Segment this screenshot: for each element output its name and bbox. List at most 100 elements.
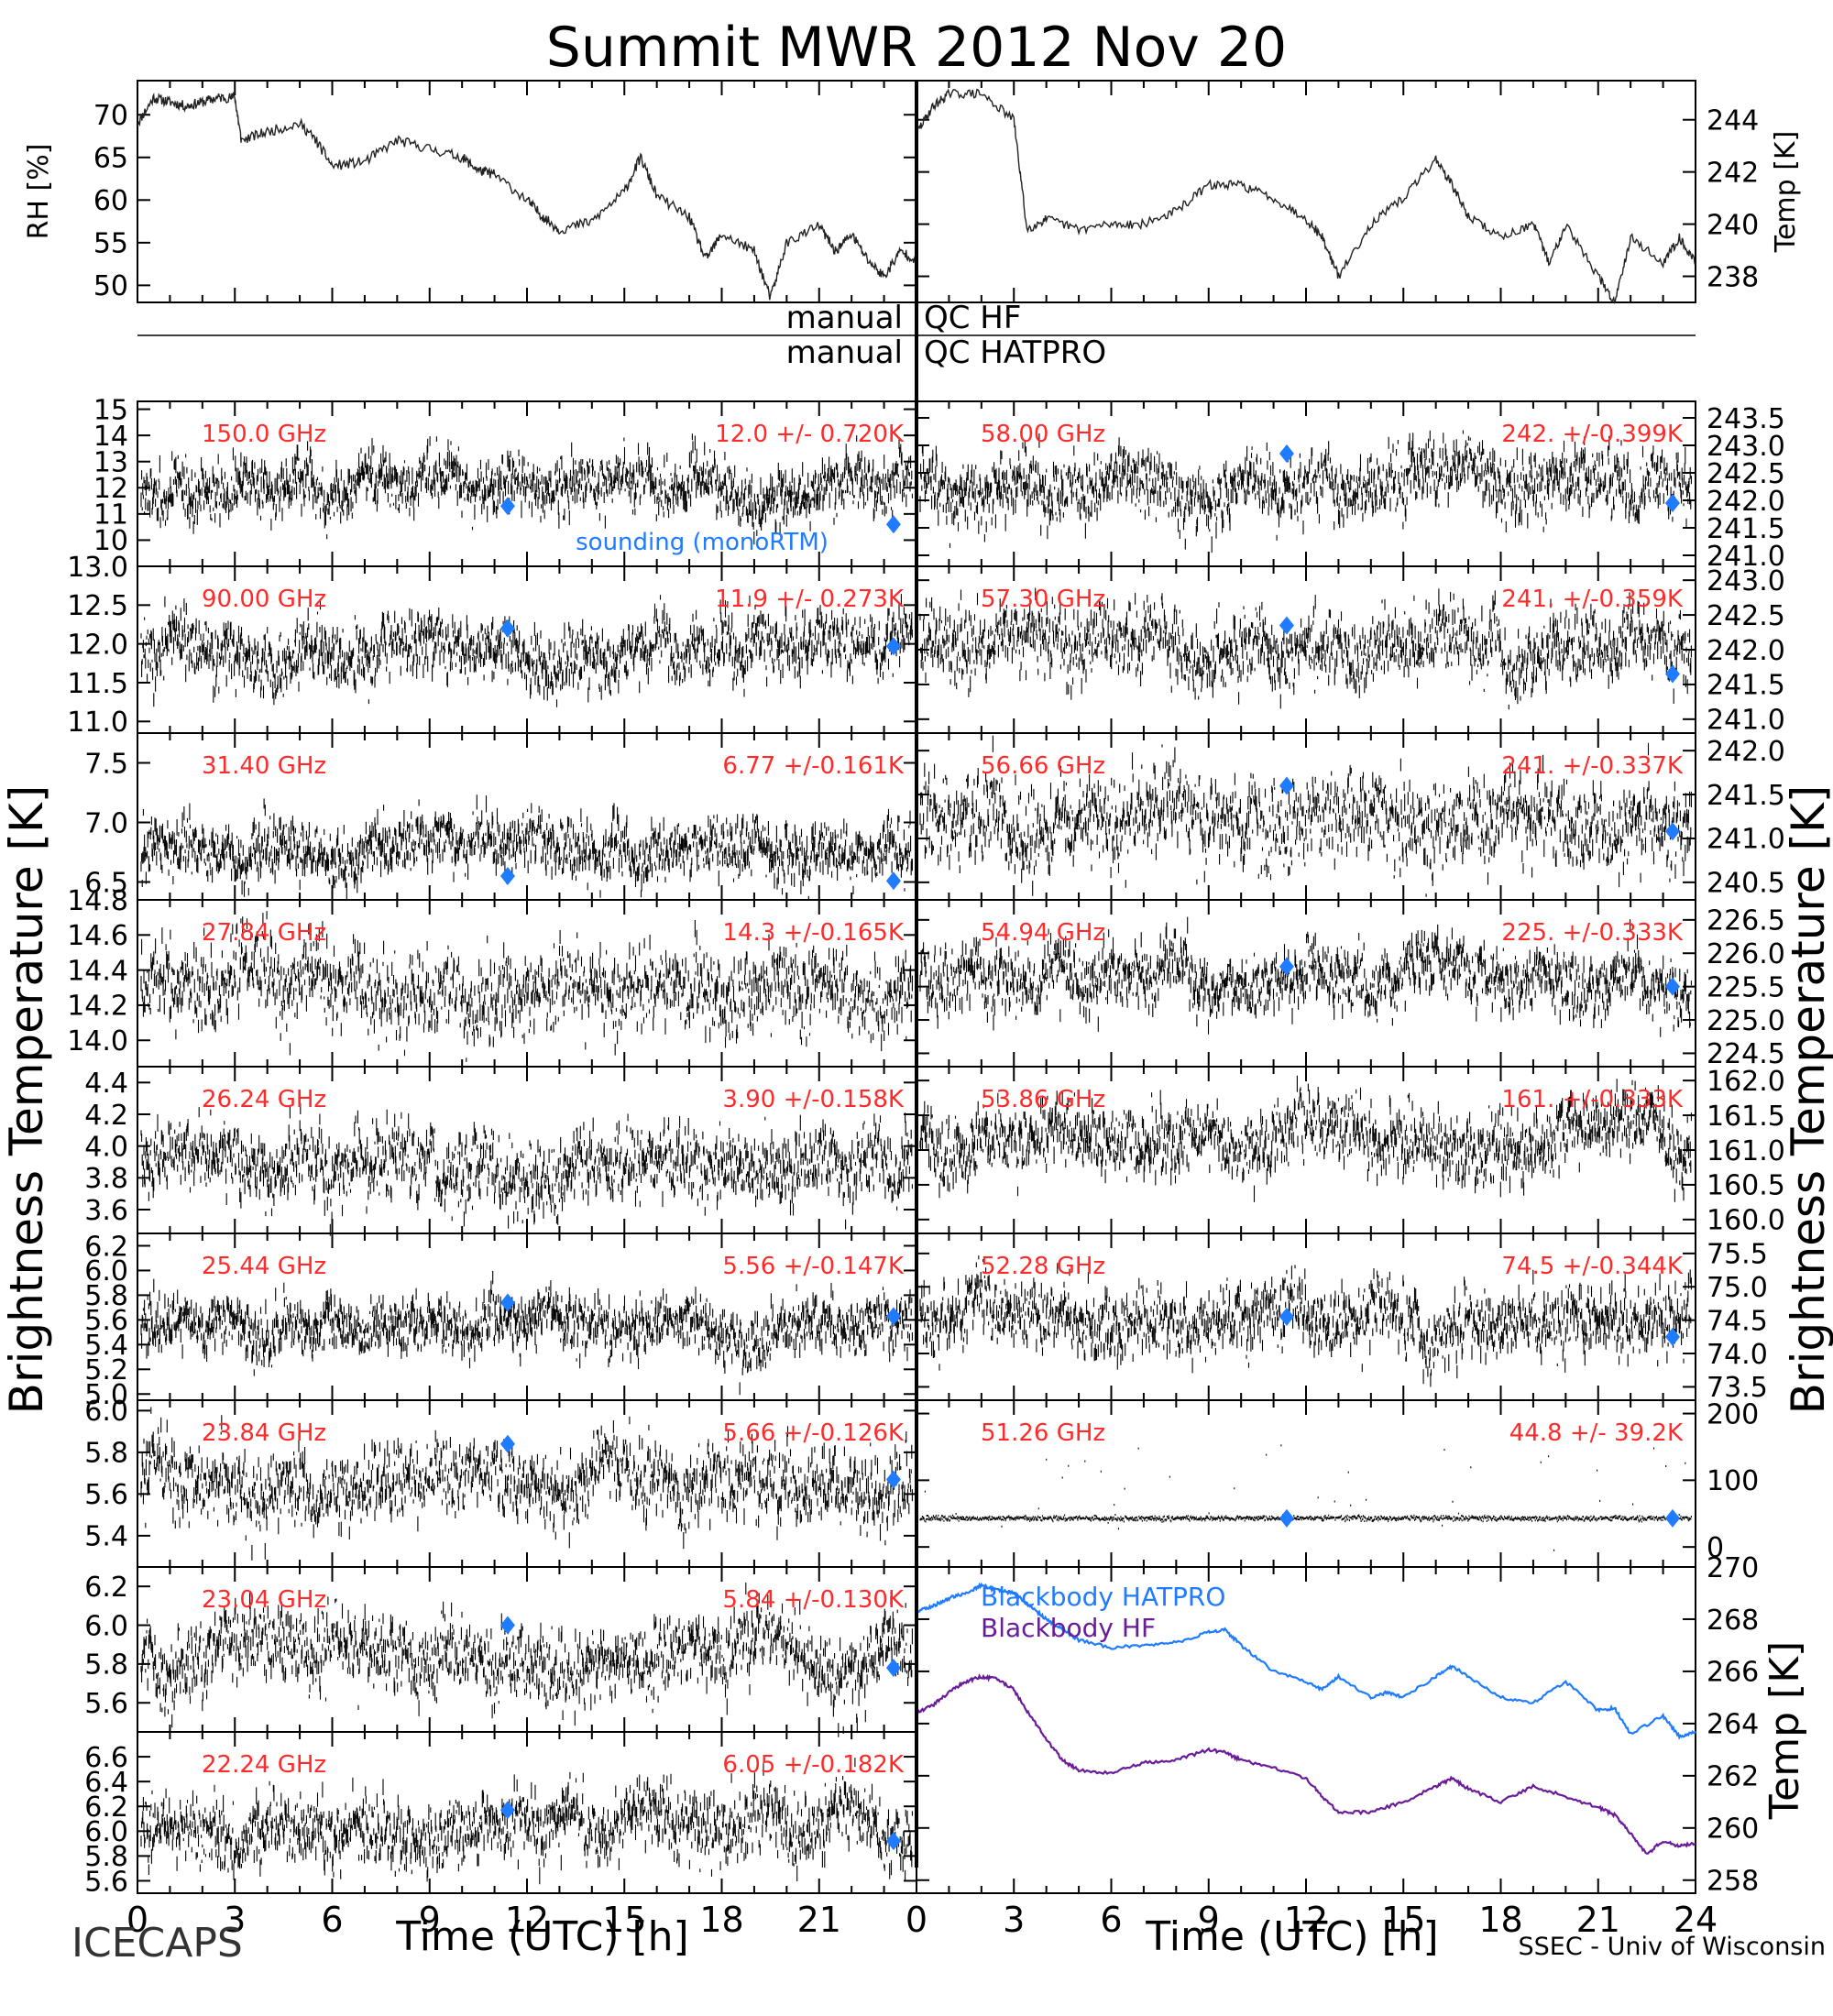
panel-ch56_66-ytick-label: 241.5 — [1707, 780, 1785, 812]
panel-ch27_84-ytick-label: 14.2 — [67, 991, 128, 1023]
y-axis-label-right: Brightness Temperature [K] — [1782, 785, 1833, 1415]
panel-ch27_84-ytick-label: 14.4 — [67, 955, 128, 987]
x-tick-label-left: 18 — [699, 1900, 743, 1940]
panel-ch23_84-freq-label: 23.84 GHz — [202, 1419, 326, 1447]
panel-ch26_24-ytick-label: 3.8 — [84, 1163, 128, 1195]
panel-ch53_86-freq-label: 53.86 GHz — [981, 1086, 1105, 1113]
panel-ch51_26-stat-label: 44.8 +/- 39.2K — [1509, 1419, 1684, 1447]
panel-ch57_30-ytick-label: 242.5 — [1707, 600, 1785, 632]
panel-ch90-stat-label: 11.9 +/- 0.273K — [715, 586, 905, 613]
panel-blackbody-ytick-label: 260 — [1707, 1813, 1759, 1846]
panel-ch58_00-sounding-point — [1664, 494, 1680, 512]
panel-ch22_24-stat-label: 6.05 +/-0.182K — [722, 1751, 905, 1779]
panel-ch57_30-freq-label: 57.30 GHz — [981, 586, 1105, 613]
panel-ch25_44-ytick-label: 6.0 — [84, 1255, 128, 1287]
panel-ch26_24-data-points — [140, 1102, 913, 1236]
panel-rh-ytick-label: 70 — [93, 100, 128, 132]
panel-ch31_40-ytick-label: 7.5 — [84, 748, 128, 780]
panel-blackbody-ytick-label: 266 — [1707, 1657, 1759, 1689]
panel-ch90-sounding-point — [499, 619, 515, 638]
panel-ch150-stat-label: 12.0 +/- 0.720K — [715, 421, 905, 448]
panel-ch25_44-sounding-point — [499, 1293, 515, 1312]
x-tick-label-left: 21 — [797, 1900, 841, 1940]
panel-blackbody-ytick-label: 262 — [1707, 1761, 1759, 1793]
panel-ch27_84-ytick-label: 14.0 — [67, 1025, 128, 1057]
panel-rh-ylabel: RH [%] — [23, 144, 55, 240]
panel-ch56_66-stat-label: 241. +/-0.337K — [1501, 752, 1684, 780]
panel-ch54_94-ytick-label: 226.0 — [1707, 938, 1785, 970]
x-tick-label-left: 0 — [126, 1900, 148, 1940]
panel-ch53_86-ytick-label: 160.0 — [1707, 1205, 1785, 1237]
panel-ch31_40-sounding-point — [499, 867, 515, 885]
panel-ch90-ytick-label: 13.0 — [67, 552, 128, 584]
panel-ch51_26-freq-label: 51.26 GHz — [981, 1419, 1105, 1447]
panel-ch53_86-ytick-label: 162.0 — [1707, 1066, 1785, 1098]
panel-ch54_94-data-points — [919, 916, 1692, 1037]
footer-icecaps: ICECAPS — [71, 1920, 243, 1967]
panel-ch23_04-ytick-label: 5.6 — [84, 1688, 128, 1720]
x-tick-label-right: 24 — [1674, 1900, 1718, 1940]
x-axis-label-right: Time (UTC) [h] — [1145, 1913, 1438, 1960]
panel-ch58_00-ytick-label: 241.5 — [1707, 513, 1785, 545]
panel-ch23_04-stat-label: 5.84 +/-0.130K — [722, 1586, 905, 1614]
panel-ch56_66: 240.5 241.0 241.5 242.0 56.66 GHz 241. +/-0.3… — [916, 732, 1785, 901]
panel-ch54_94-sounding-point — [1664, 977, 1680, 996]
panel-ch54_94-ytick-label: 225.0 — [1707, 1005, 1785, 1037]
panel-ch27_84-ytick-label: 14.8 — [67, 885, 128, 917]
panel-ch57_30-sounding-point — [1664, 664, 1680, 684]
panel-ch54_94-ytick-label: 224.5 — [1707, 1038, 1785, 1070]
panel-ch150-ytick-label: 13 — [93, 447, 128, 479]
panel-ch150-ytick-label: 12 — [93, 473, 128, 505]
panel-ch22_24-ytick-label: 5.6 — [84, 1866, 128, 1898]
panel-ch31_40-data-points — [140, 794, 913, 900]
panel-ch150-ytick-label: 10 — [93, 525, 128, 557]
panel-ch25_44-ytick-label: 5.2 — [84, 1354, 128, 1386]
panel-ch56_66-ytick-label: 240.5 — [1707, 868, 1785, 900]
panel-ch58_00-ytick-label: 242.0 — [1707, 486, 1785, 518]
series-line-blackbody-hf — [916, 1673, 1696, 1855]
series-line-rh — [137, 91, 916, 301]
panel-ch53_86-ytick-label: 161.5 — [1707, 1101, 1785, 1133]
qc-section: manual QC HF manual QC HATPRO — [137, 300, 1696, 371]
panel-ch31_40-stat-label: 6.77 +/-0.161K — [722, 752, 905, 780]
panel-ch58_00-ytick-label: 242.5 — [1707, 458, 1785, 490]
panel-ch150-sounding-point — [885, 515, 901, 534]
panel-ch22_24-ytick-label: 5.8 — [84, 1841, 128, 1873]
panel-ch27_84-data-points — [140, 911, 913, 1062]
panel-ch25_44-stat-label: 5.56 +/-0.147K — [722, 1253, 905, 1280]
panel-ch52_28-ytick-label: 75.5 — [1707, 1239, 1768, 1271]
panel-ch58_00-data-points — [919, 430, 1692, 553]
panel-ch25_44-sounding-point — [885, 1307, 901, 1326]
panel-ch25_44-ytick-label: 5.0 — [84, 1379, 128, 1411]
x-tick-label-right: 3 — [1003, 1900, 1025, 1940]
x-tick-label-right: 15 — [1381, 1900, 1425, 1940]
panel-ch27_84-stat-label: 14.3 +/-0.165K — [722, 919, 905, 947]
panel-ch58_00-freq-label: 58.00 GHz — [981, 421, 1105, 448]
panel-ch23_04-freq-label: 23.04 GHz — [202, 1586, 326, 1614]
panel-temp-ytick-label: 242 — [1707, 157, 1759, 189]
panel-ch23_84-sounding-point — [885, 1470, 901, 1489]
panel-ch25_44-ytick-label: 5.4 — [84, 1330, 128, 1362]
panel-blackbody-ylabel: Temp [K] — [1762, 1641, 1808, 1820]
qc-label-hatpro-right: QC HATPRO — [924, 334, 1106, 371]
x-tick-labels-left: 0 3 6 9 12 15 18 21 — [126, 1900, 841, 1940]
panel-ch52_28-data-points — [919, 1255, 1692, 1387]
panel-temp-ytick-label: 238 — [1707, 261, 1759, 293]
panel-ch90-ytick-label: 12.5 — [67, 590, 128, 622]
panel-ch22_24-ytick-label: 6.4 — [84, 1767, 128, 1799]
panel-ch90-ytick-label: 11.0 — [67, 707, 128, 739]
panel-ch22_24-ytick-label: 6.6 — [84, 1742, 128, 1774]
panel-ch57_30-sounding-point — [1279, 616, 1294, 635]
panel-ch53_86-ytick-label: 161.0 — [1707, 1135, 1785, 1167]
panel-ch23_04-data-points — [140, 1583, 913, 1737]
panel-ch51_26-ytick-label: 100 — [1707, 1465, 1759, 1497]
panel-ch52_28-sounding-point — [1664, 1327, 1680, 1346]
panel-ch23_04-ytick-label: 5.8 — [84, 1649, 128, 1682]
series-line-blackbody-hatpro — [916, 1582, 1696, 1740]
panel-blackbody-ytick-label: 268 — [1707, 1605, 1759, 1637]
panel-ch26_24-freq-label: 26.24 GHz — [202, 1086, 326, 1113]
panel-ch150-ytick-label: 15 — [93, 394, 128, 426]
panel-blackbody-ytick-label: 264 — [1707, 1709, 1759, 1741]
